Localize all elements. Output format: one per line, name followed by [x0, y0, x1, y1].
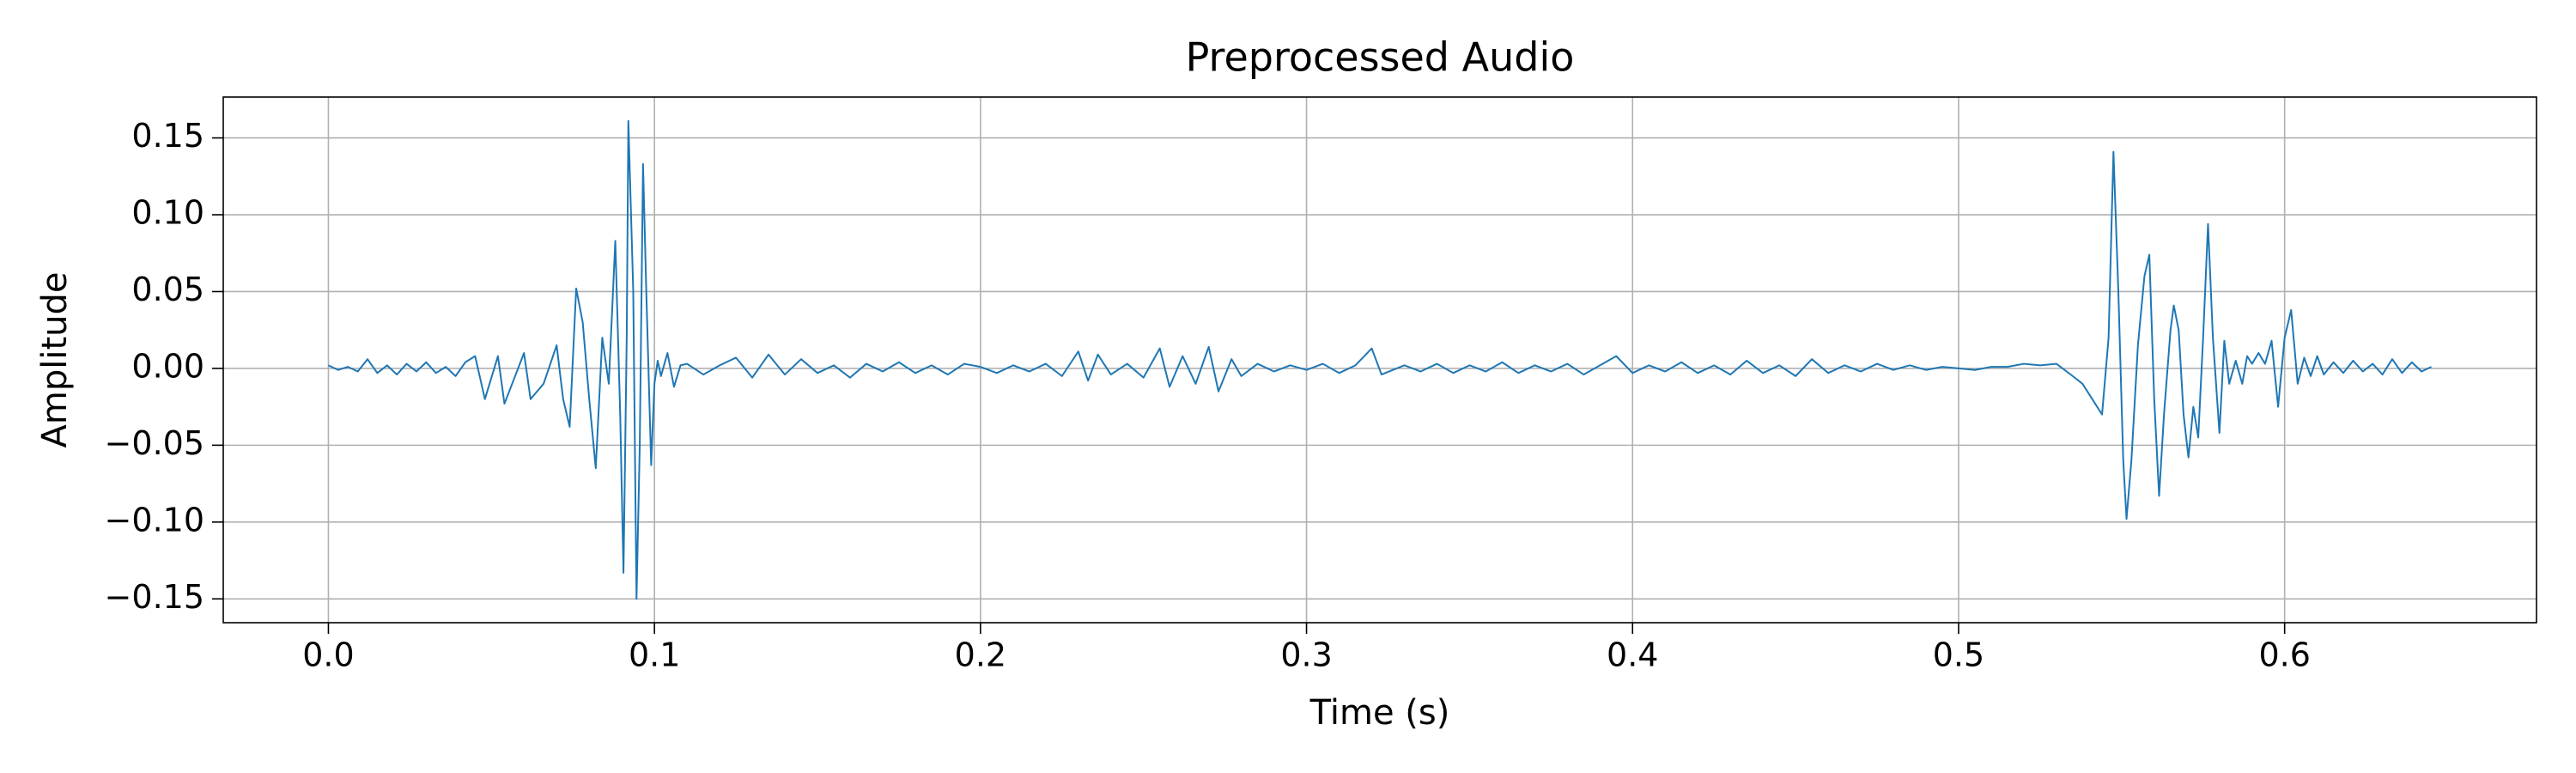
- y-tick-label: 0.15: [131, 117, 204, 155]
- y-tick-label: −0.10: [105, 501, 204, 539]
- x-tick-label: 0.1: [629, 636, 680, 674]
- y-tick-label: −0.05: [105, 424, 204, 462]
- x-tick-label: 0.3: [1280, 636, 1332, 674]
- waveform-line: [328, 119, 2432, 600]
- x-tick-label: 0.6: [2258, 636, 2310, 674]
- x-tick-label: 0.0: [302, 636, 354, 674]
- y-tick-label: −0.15: [105, 578, 204, 616]
- chart-title: Preprocessed Audio: [1186, 34, 1575, 81]
- x-tick-label: 0.5: [1933, 636, 1984, 674]
- y-tick-label: 0.00: [131, 347, 204, 385]
- y-tick-label: 0.05: [131, 271, 204, 308]
- y-tick-label: 0.10: [131, 194, 204, 232]
- x-tick-label: 0.4: [1607, 636, 1658, 674]
- x-axis-label: Time (s): [1309, 693, 1450, 733]
- x-tick-label: 0.2: [955, 636, 1006, 674]
- plot-frame: [222, 96, 2537, 624]
- y-axis-label: Amplitude: [35, 272, 75, 448]
